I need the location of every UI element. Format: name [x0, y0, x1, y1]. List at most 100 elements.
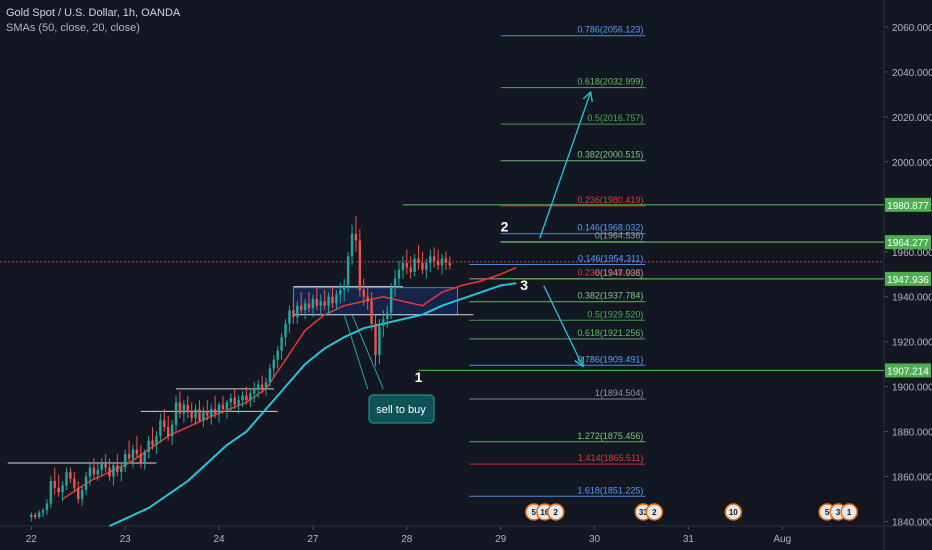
candle-body	[45, 503, 49, 511]
fib-upper-level-label: 0.618(2032.999)	[577, 77, 643, 87]
candle-body	[73, 478, 76, 488]
fib-lower-level-label: 1.414(1865.511)	[578, 453, 643, 463]
candle-body	[170, 424, 174, 437]
candle-body	[166, 427, 170, 437]
candle-body	[425, 263, 428, 270]
candle-body	[296, 305, 299, 317]
fib-lower-level-label: 0.236(1948.008)	[577, 268, 643, 278]
candle-body	[260, 384, 264, 389]
candle-body	[221, 404, 225, 410]
candle-body	[182, 404, 186, 414]
sma-50-line	[109, 282, 517, 527]
candle-body	[88, 467, 92, 477]
y-tick-label: 2020.000	[892, 113, 932, 124]
candle-body	[413, 258, 416, 272]
x-tick-label: 23	[120, 534, 132, 545]
candle-body	[436, 260, 440, 266]
candle-body	[378, 325, 381, 356]
candle-body	[143, 451, 146, 464]
candle-body	[354, 233, 358, 241]
candle-body	[159, 420, 162, 437]
candle-body	[229, 397, 232, 403]
candle-body	[331, 296, 334, 304]
candle-body	[190, 411, 193, 419]
price-level-badge	[885, 197, 931, 212]
fib-lower-level-label: 0.786(1909.491)	[577, 354, 643, 364]
fib-upper-level-label: 0.146(1968.032)	[577, 223, 643, 233]
x-tick-label: 24	[213, 534, 225, 545]
candle-body	[65, 472, 68, 486]
price-level-badge	[885, 235, 931, 250]
price-level-value: 1980.877	[887, 201, 929, 212]
candle-body	[225, 402, 229, 410]
fib-upper-level-label: 0.382(2000.515)	[577, 150, 643, 160]
candle-body	[386, 312, 389, 320]
candle-body	[307, 303, 311, 308]
candle-body	[276, 350, 279, 360]
y-tick-label: 2000.000	[892, 158, 932, 169]
candle-body	[268, 368, 272, 383]
candle-body	[104, 463, 107, 468]
candle-body	[210, 409, 213, 416]
x-tick-label: 29	[495, 534, 507, 545]
candle-body	[120, 467, 123, 473]
candle-body	[163, 420, 166, 428]
candle-body	[382, 319, 385, 326]
event-badge-count: 2	[652, 508, 657, 517]
candle-body	[272, 359, 276, 369]
candle-body	[131, 449, 135, 459]
callout-pointer	[343, 314, 369, 390]
fib-lower-level-label: 1.272(1875.456)	[577, 431, 643, 441]
fib-upper-level-label: 0.786(2056.123)	[577, 25, 643, 35]
candle-body	[135, 449, 139, 455]
bullish-projection-arrow-head	[582, 90, 593, 103]
price-level-value: 1964.277	[887, 238, 929, 249]
candle-body	[33, 514, 37, 518]
candle-body	[92, 467, 96, 475]
wave-label-2: 2	[501, 219, 509, 235]
candle-body	[69, 472, 72, 479]
candle-body	[41, 510, 45, 513]
price-level-badge	[885, 271, 931, 286]
fib-lower-level-label: 1.618(1851.225)	[577, 485, 643, 495]
candle-body	[202, 411, 205, 421]
candle-body	[421, 263, 424, 270]
candle-body	[284, 323, 287, 338]
callout-text: sell to buy	[376, 404, 426, 416]
event-badge	[840, 503, 858, 521]
candle-body	[77, 487, 80, 500]
candle-body	[323, 301, 326, 306]
fib-lower-level-label: 1(1894.504)	[595, 388, 644, 398]
candle-body	[429, 256, 432, 263]
y-tick-label: 1900.000	[892, 383, 932, 394]
candle-body	[80, 490, 84, 500]
candle-body	[139, 454, 143, 464]
fib-lower-level-label: 0.5(1929.520)	[587, 309, 643, 319]
bearish-projection-arrow	[543, 285, 584, 367]
candle-body	[112, 465, 115, 477]
candle-body	[241, 395, 244, 401]
candle-body	[339, 289, 342, 295]
candle-body	[448, 263, 452, 266]
candle-body	[299, 305, 303, 311]
candle-body	[245, 395, 248, 401]
event-badge-count: 3	[836, 508, 841, 517]
chart-title: Gold Spot / U.S. Dollar, 1h, OANDA	[6, 7, 181, 19]
candle-body	[37, 512, 41, 518]
candle-body	[397, 269, 401, 279]
candle-body	[319, 301, 322, 306]
candle-body	[186, 404, 189, 412]
event-badge-count: 1	[847, 508, 852, 517]
candle-body	[155, 436, 158, 446]
y-tick-label: 1960.000	[892, 248, 932, 259]
fib-upper-level-label: 0.236(1980.419)	[577, 195, 643, 205]
event-badge-count: 16	[540, 508, 549, 517]
candle-body	[30, 514, 33, 518]
candle-body	[123, 454, 127, 468]
candle-body	[198, 409, 201, 421]
sma-20-line	[62, 266, 517, 500]
fib-upper-level-label: 0.5(2016.757)	[587, 113, 643, 123]
candle-body	[108, 467, 111, 477]
